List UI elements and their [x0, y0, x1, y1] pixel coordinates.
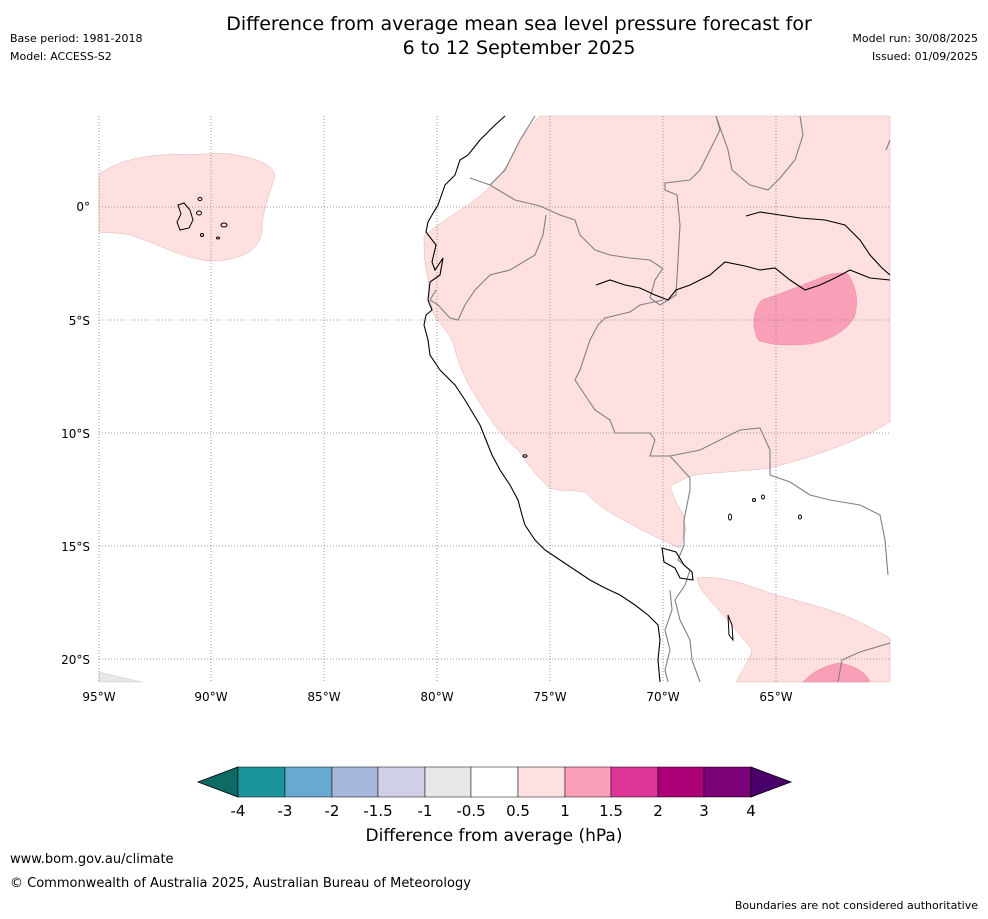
footer-url: www.bom.gov.au/climate [10, 852, 174, 867]
colorbar-bin--0.5_0.5 [470, 766, 519, 798]
colorbar-bin--3_-2 [284, 766, 333, 798]
galapagos-islands [176, 197, 228, 240]
colorbar-bin-1.5_2 [610, 766, 659, 798]
longitude-labels: 95°W 90°W 85°W 80°W 75°W 70°W 65°W [82, 690, 792, 704]
colorbar-bin-0.5_1 [517, 766, 566, 798]
title-line-1: Difference from average mean sea level p… [226, 13, 812, 35]
anomaly-region-main [423, 115, 891, 549]
cb-tick-0: -4 [231, 802, 246, 820]
meta-right: Model run: 30/08/2025 Issued: 01/09/2025 [852, 30, 978, 66]
lat-label-5s: 5°S [69, 314, 90, 328]
lat-label-10s: 10°S [61, 427, 90, 441]
cb-tick-2: -2 [325, 802, 340, 820]
lon-label-75w: 75°W [533, 690, 566, 704]
cb-tick-3: -1.5 [363, 802, 392, 820]
colorbar-bin-2_3 [657, 766, 705, 798]
footer-note: Boundaries are not considered authoritat… [734, 899, 978, 912]
border-peru-brazil [574, 299, 691, 521]
anomaly-region-lower-left [98, 671, 143, 683]
border-chile-argentina [664, 589, 673, 683]
colorbar-bin-3_4 [703, 766, 752, 798]
cb-tick-9: 2 [653, 802, 663, 820]
footer-copyright: © Commonwealth of Australia 2025, Austra… [10, 876, 471, 891]
colorbar-extend-low [196, 766, 239, 798]
lon-label-65w: 65°W [759, 690, 792, 704]
border-colombia-brazil [649, 115, 721, 306]
coast-lake-titicaca [661, 547, 694, 581]
border-ecuador-colombia-peru [489, 184, 663, 269]
lon-label-80w: 80°W [420, 690, 453, 704]
lat-label-20s: 20°S [61, 653, 90, 667]
border-guyana [885, 139, 891, 151]
lake-islands [522, 454, 802, 642]
lat-label-15s: 15°S [61, 540, 90, 554]
meta-left: Base period: 1981-2018 Model: ACCESS-S2 [10, 30, 142, 66]
cb-tick-8: 1.5 [599, 802, 623, 820]
title-line-2: 6 to 12 September 2025 [402, 37, 636, 59]
chart-title: Difference from average mean sea level p… [0, 12, 988, 60]
latitude-labels: 0° 5°S 10°S 15°S 20°S [61, 200, 90, 667]
coastlines [423, 115, 891, 683]
model-run-text: Model run: 30/08/2025 [852, 32, 978, 45]
lon-label-85w: 85°W [307, 690, 340, 704]
lon-label-70w: 70°W [646, 690, 679, 704]
border-bolivia-peru-chile [674, 520, 701, 683]
anomaly-region-south [696, 577, 891, 683]
graticule [98, 116, 890, 682]
colorbar-extend-high [750, 766, 793, 798]
cb-tick-10: 3 [699, 802, 709, 820]
issued-text: Issued: 01/09/2025 [871, 50, 978, 63]
lon-label-90w: 90°W [194, 690, 227, 704]
anomaly-1-1.5-regions [753, 272, 871, 683]
colorbar-bin--2_-1.5 [331, 766, 379, 798]
cb-tick-6: 0.5 [506, 802, 530, 820]
coast-rio-negro [745, 211, 891, 276]
coast-amazon-river [595, 261, 891, 301]
forecast-map: 0° 5°S 10°S 15°S 20°S 95°W 90°W 85°W 80°… [61, 115, 891, 704]
anomaly-0.5-1-regions [98, 115, 891, 683]
colorbar-bin--4_-3 [237, 766, 286, 798]
anomaly-region-amazon [753, 272, 857, 346]
cb-tick-7: 1 [560, 802, 570, 820]
lat-label-0: 0° [76, 200, 90, 214]
colorbar-title: Difference from average (hPa) [365, 826, 623, 846]
colorbar-bin-1_1.5 [564, 766, 612, 798]
cb-tick-1: -3 [278, 802, 293, 820]
cb-tick-11: 4 [746, 802, 756, 820]
anomaly-region-southeast [802, 662, 871, 683]
lon-label-95w: 95°W [82, 690, 115, 704]
colorbar: -4 -3 -2 -1.5 -1 -0.5 0.5 1 1.5 2 3 4 [196, 766, 793, 820]
coast-pacific [423, 115, 661, 683]
cb-tick-5: -0.5 [456, 802, 485, 820]
colorbar-tick-labels: -4 -3 -2 -1.5 -1 -0.5 0.5 1 1.5 2 3 4 [231, 802, 756, 820]
model-text: Model: ACCESS-S2 [10, 50, 112, 63]
border-brazil-venezuela [715, 115, 804, 191]
base-period-text: Base period: 1981-2018 [10, 32, 143, 45]
cb-tick-4: -1 [418, 802, 433, 820]
border-paraguay [837, 642, 891, 683]
border-brazil-bolivia [669, 427, 889, 576]
colorbar-bin--1.5_-1 [377, 766, 426, 798]
border-colombia-venezuela [469, 115, 536, 186]
colorbar-bin--1_-0.5 [424, 766, 472, 798]
border-ecuador-peru [429, 214, 547, 321]
country-borders [429, 115, 891, 683]
